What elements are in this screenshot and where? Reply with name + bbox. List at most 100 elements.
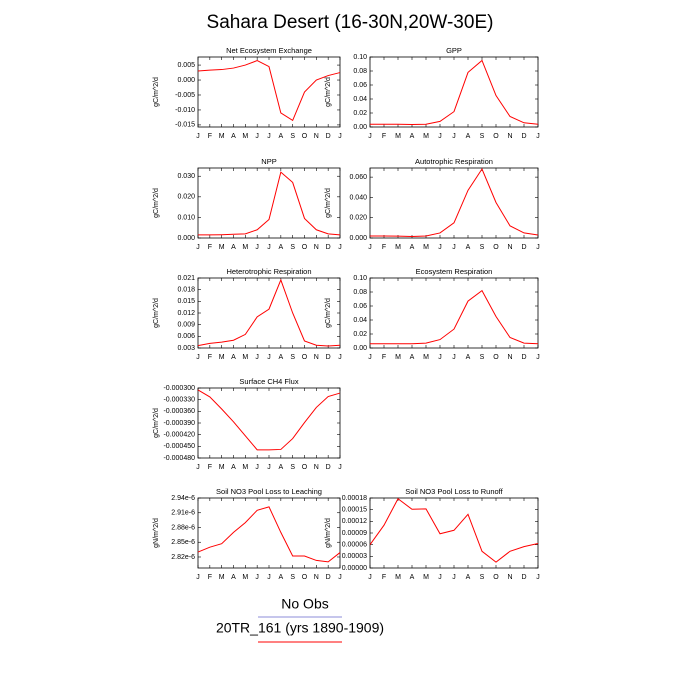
x-tick-label: A bbox=[231, 133, 236, 140]
y-tick-label: 0.06 bbox=[353, 82, 367, 89]
x-tick-label: J bbox=[267, 464, 271, 471]
panel-title: Surface CH4 Flux bbox=[239, 377, 298, 386]
x-tick-label: F bbox=[208, 464, 212, 471]
x-tick-label: M bbox=[395, 574, 401, 581]
x-tick-label: M bbox=[395, 244, 401, 251]
y-tick-label: 0.04 bbox=[353, 96, 367, 103]
x-tick-label: M bbox=[242, 574, 248, 581]
y-axis-label: gC/m^2/d bbox=[153, 77, 160, 107]
y-tick-label: -0.000300 bbox=[163, 385, 195, 392]
plot-frame bbox=[197, 497, 341, 569]
figure-title: Sahara Desert (16-30N,20W-30E) bbox=[207, 12, 494, 33]
x-tick-label: M bbox=[423, 574, 429, 581]
y-tick-label: 0.00012 bbox=[342, 518, 367, 525]
x-tick-label: M bbox=[423, 133, 429, 140]
y-tick-label: -0.000480 bbox=[163, 455, 195, 462]
x-tick-label: D bbox=[521, 133, 526, 140]
x-tick-label: S bbox=[480, 574, 485, 581]
x-tick-label: N bbox=[314, 133, 319, 140]
x-tick-label: J bbox=[196, 574, 200, 581]
y-tick-label: -0.000360 bbox=[163, 408, 195, 415]
x-tick-label: M bbox=[395, 354, 401, 361]
x-tick-label: J bbox=[255, 244, 259, 251]
x-tick-label: O bbox=[493, 354, 499, 361]
x-tick-label: S bbox=[290, 574, 295, 581]
y-tick-label: 0.02 bbox=[353, 110, 367, 117]
y-tick-label: 2.82e-6 bbox=[171, 554, 195, 561]
x-tick-label: O bbox=[493, 244, 499, 251]
x-tick-label: J bbox=[267, 354, 271, 361]
x-tick-label: J bbox=[338, 244, 342, 251]
y-tick-label: 0.040 bbox=[349, 194, 367, 201]
x-tick-label: S bbox=[290, 464, 295, 471]
data-line bbox=[197, 278, 341, 347]
x-tick-label: M bbox=[423, 354, 429, 361]
x-tick-label: M bbox=[242, 464, 248, 471]
y-tick-label: 0.000 bbox=[177, 77, 195, 84]
y-axis-label: gC/m^2/d bbox=[153, 298, 160, 328]
x-tick-label: O bbox=[493, 133, 499, 140]
x-tick-label: S bbox=[480, 133, 485, 140]
y-tick-label: 0.00015 bbox=[342, 507, 367, 514]
x-tick-label: A bbox=[278, 244, 283, 251]
x-tick-label: N bbox=[507, 244, 512, 251]
data-line bbox=[370, 167, 539, 237]
x-tick-label: F bbox=[208, 574, 212, 581]
x-tick-label: S bbox=[290, 354, 295, 361]
panel-title: Ecosystem Respiration bbox=[416, 267, 493, 276]
x-tick-label: J bbox=[338, 464, 342, 471]
x-tick-label: F bbox=[382, 244, 386, 251]
x-tick-label: M bbox=[219, 133, 225, 140]
x-tick-label: J bbox=[267, 574, 271, 581]
y-tick-label: 0.018 bbox=[177, 287, 195, 294]
x-tick-label: J bbox=[196, 354, 200, 361]
x-tick-label: A bbox=[466, 574, 471, 581]
x-tick-label: J bbox=[438, 133, 442, 140]
panel: Heterotrophic Respiration gC/m^2/d 0.003 0.… bbox=[153, 267, 342, 361]
panel: Autotrophic Respiration gC/m^2/d 0.000 0.02… bbox=[325, 157, 540, 251]
y-tick-label: 0.015 bbox=[177, 298, 195, 305]
x-tick-label: F bbox=[382, 574, 386, 581]
y-tick-label: 2.91e-6 bbox=[171, 510, 195, 517]
x-tick-label: J bbox=[368, 354, 372, 361]
x-tick-label: O bbox=[302, 133, 308, 140]
x-tick-label: M bbox=[242, 354, 248, 361]
plot-frame bbox=[369, 277, 539, 349]
y-axis-label: gC/m^2/d bbox=[325, 298, 332, 328]
x-tick-label: O bbox=[493, 574, 499, 581]
y-tick-label: 0.010 bbox=[177, 214, 195, 221]
panel-title: Autotrophic Respiration bbox=[415, 157, 493, 166]
x-tick-label: J bbox=[536, 354, 540, 361]
x-tick-label: D bbox=[326, 354, 331, 361]
x-tick-label: M bbox=[219, 464, 225, 471]
x-tick-label: J bbox=[338, 133, 342, 140]
x-tick-label: N bbox=[314, 464, 319, 471]
x-tick-label: M bbox=[242, 244, 248, 251]
x-tick-label: J bbox=[536, 574, 540, 581]
data-line bbox=[197, 60, 341, 122]
y-tick-label: -0.000450 bbox=[163, 443, 195, 450]
panel-title: Heterotrophic Respiration bbox=[226, 267, 311, 276]
x-tick-label: S bbox=[290, 133, 295, 140]
y-tick-label: 0.06 bbox=[353, 303, 367, 310]
x-tick-label: D bbox=[326, 574, 331, 581]
y-tick-label: 0.003 bbox=[177, 345, 195, 352]
x-tick-label: A bbox=[278, 133, 283, 140]
y-axis-label: gC/m^2/d bbox=[325, 77, 332, 107]
y-tick-label: 0.021 bbox=[177, 275, 195, 282]
x-tick-label: F bbox=[208, 244, 212, 251]
y-tick-label: 0.10 bbox=[353, 54, 367, 61]
x-tick-label: F bbox=[208, 354, 212, 361]
x-tick-label: J bbox=[438, 244, 442, 251]
x-tick-label: J bbox=[267, 133, 271, 140]
x-tick-label: A bbox=[466, 354, 471, 361]
x-tick-label: J bbox=[196, 133, 200, 140]
x-tick-label: N bbox=[314, 574, 319, 581]
plot-frame bbox=[197, 167, 341, 239]
y-axis-label: gC/m^2/d bbox=[325, 188, 332, 218]
plot-frame bbox=[197, 387, 341, 459]
y-tick-label: 0.060 bbox=[349, 174, 367, 181]
panel: GPP gC/m^2/d 0.00 0.02 0.04 0.06 0.08 0.10 J F M A M… bbox=[325, 46, 540, 140]
